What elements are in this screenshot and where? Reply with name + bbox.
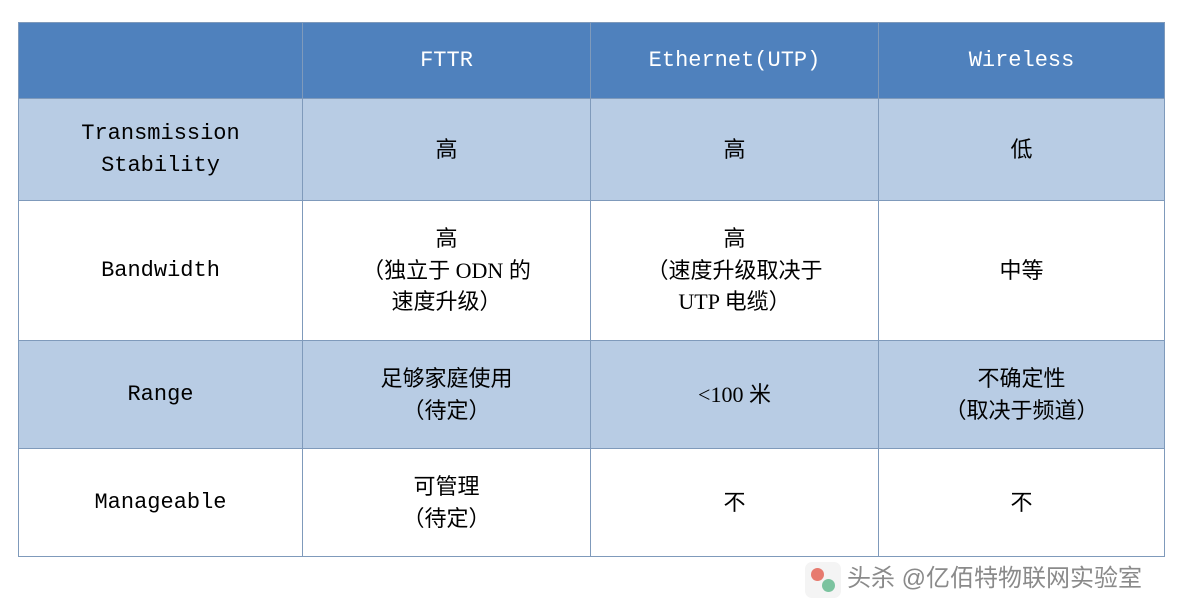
table-cell: 高	[591, 99, 879, 201]
table-cell: <100 米	[591, 341, 879, 449]
table-row: Transmission Stability高高低	[19, 99, 1165, 201]
watermark: 头杀 @亿佰特物联网实验室	[805, 558, 1142, 598]
row-header: Bandwidth	[19, 201, 303, 341]
table-cell: 高 （速度升级取决于 UTP 电缆）	[591, 201, 879, 341]
table-head: FTTREthernet(UTP)Wireless	[19, 23, 1165, 99]
table-cell: 不确定性 （取决于频道）	[879, 341, 1165, 449]
table-cell: 高 （独立于 ODN 的 速度升级）	[303, 201, 591, 341]
table-cell: 高	[303, 99, 591, 201]
header-row: FTTREthernet(UTP)Wireless	[19, 23, 1165, 99]
table-cell: 足够家庭使用 （待定）	[303, 341, 591, 449]
row-header: Range	[19, 341, 303, 449]
table-body: Transmission Stability高高低Bandwidth高 （独立于…	[19, 99, 1165, 557]
row-header: Transmission Stability	[19, 99, 303, 201]
column-header: Ethernet(UTP)	[591, 23, 879, 99]
comparison-table: FTTREthernet(UTP)Wireless Transmission S…	[18, 22, 1165, 557]
table-cell: 可管理 （待定）	[303, 449, 591, 557]
table-cell: 中等	[879, 201, 1165, 341]
row-header: Manageable	[19, 449, 303, 557]
watermark-text: 头杀 @亿佰特物联网实验室	[847, 565, 1142, 592]
table-row: Manageable可管理 （待定）不不	[19, 449, 1165, 557]
column-header: FTTR	[303, 23, 591, 99]
table-cell: 不	[879, 449, 1165, 557]
column-header	[19, 23, 303, 99]
table-row: Range足够家庭使用 （待定）<100 米不确定性 （取决于频道）	[19, 341, 1165, 449]
table-row: Bandwidth高 （独立于 ODN 的 速度升级）高 （速度升级取决于 UT…	[19, 201, 1165, 341]
watermark-logo-icon	[805, 562, 841, 598]
table-cell: 不	[591, 449, 879, 557]
table-cell: 低	[879, 99, 1165, 201]
column-header: Wireless	[879, 23, 1165, 99]
